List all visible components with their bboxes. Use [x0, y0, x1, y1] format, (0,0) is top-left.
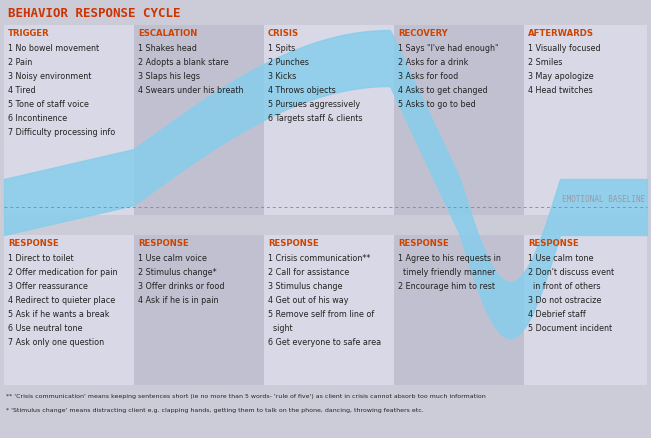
Text: 3 Kicks: 3 Kicks	[268, 72, 296, 81]
Text: 5 Remove self from line of: 5 Remove self from line of	[268, 310, 374, 319]
Text: 3 Offer drinks or food: 3 Offer drinks or food	[138, 282, 225, 291]
Text: 2 Adopts a blank stare: 2 Adopts a blank stare	[138, 58, 229, 67]
Text: 4 Asks to get changed: 4 Asks to get changed	[398, 86, 488, 95]
Text: 3 May apologize: 3 May apologize	[528, 72, 594, 81]
Text: RESPONSE: RESPONSE	[528, 239, 579, 248]
Text: 3 Do not ostracize: 3 Do not ostracize	[528, 296, 602, 305]
Bar	[524, 235, 647, 385]
Text: BEHAVIOR RESPONSE CYCLE: BEHAVIOR RESPONSE CYCLE	[8, 7, 180, 20]
Text: 1 Spits: 1 Spits	[268, 44, 296, 53]
Text: 2 Offer medication for pain: 2 Offer medication for pain	[8, 268, 117, 277]
Text: RESPONSE: RESPONSE	[8, 239, 59, 248]
Text: 5 Document incident: 5 Document incident	[528, 324, 612, 333]
Bar	[264, 25, 394, 215]
Bar	[264, 235, 394, 385]
Text: AFTERWARDS: AFTERWARDS	[528, 29, 594, 38]
Text: RESPONSE: RESPONSE	[138, 239, 189, 248]
Text: 1 Direct to toilet: 1 Direct to toilet	[8, 254, 74, 263]
Text: ESCALATION: ESCALATION	[138, 29, 197, 38]
Text: RESPONSE: RESPONSE	[268, 239, 319, 248]
Text: 2 Pain: 2 Pain	[8, 58, 33, 67]
Text: 2 Call for assistance: 2 Call for assistance	[268, 268, 349, 277]
Bar	[134, 235, 264, 385]
Text: RESPONSE: RESPONSE	[398, 239, 449, 248]
Text: sight: sight	[268, 324, 293, 333]
Text: 4 Ask if he is in pain: 4 Ask if he is in pain	[138, 296, 219, 305]
Text: 1 Shakes head: 1 Shakes head	[138, 44, 197, 53]
Text: TRIGGER: TRIGGER	[8, 29, 49, 38]
Bar	[524, 25, 647, 215]
Text: 7 Ask only one question: 7 Ask only one question	[8, 338, 104, 347]
Text: 5 Pursues aggressively: 5 Pursues aggressively	[268, 100, 360, 109]
Text: 3 Slaps his legs: 3 Slaps his legs	[138, 72, 200, 81]
Text: 1 Says "I've had enough": 1 Says "I've had enough"	[398, 44, 499, 53]
Bar	[394, 25, 524, 215]
Text: 4 Redirect to quieter place: 4 Redirect to quieter place	[8, 296, 115, 305]
Bar	[4, 235, 134, 385]
Text: 5 Tone of staff voice: 5 Tone of staff voice	[8, 100, 89, 109]
Text: 1 Crisis communication**: 1 Crisis communication**	[268, 254, 370, 263]
Text: 1 Visually focused: 1 Visually focused	[528, 44, 601, 53]
Text: 1 Use calm voice: 1 Use calm voice	[138, 254, 207, 263]
Text: 4 Get out of his way: 4 Get out of his way	[268, 296, 348, 305]
Text: in front of others: in front of others	[528, 282, 600, 291]
Text: 2 Encourage him to rest: 2 Encourage him to rest	[398, 282, 495, 291]
Text: timely friendly manner: timely friendly manner	[398, 268, 495, 277]
Text: 3 Offer reassurance: 3 Offer reassurance	[8, 282, 88, 291]
Text: 2 Asks for a drink: 2 Asks for a drink	[398, 58, 468, 67]
Text: 2 Smiles: 2 Smiles	[528, 58, 562, 67]
Text: 2 Stimulus change*: 2 Stimulus change*	[138, 268, 217, 277]
Text: EMOTIONAL BASELINE: EMOTIONAL BASELINE	[562, 195, 645, 204]
Bar	[134, 25, 264, 215]
Text: * 'Stimulus change' means distracting client e.g. clapping hands, getting them t: * 'Stimulus change' means distracting cl…	[6, 408, 424, 413]
Text: 1 Use calm tone: 1 Use calm tone	[528, 254, 594, 263]
Text: CRISIS: CRISIS	[268, 29, 299, 38]
Text: RECOVERY: RECOVERY	[398, 29, 448, 38]
Text: 1 Agree to his requests in: 1 Agree to his requests in	[398, 254, 501, 263]
Text: 4 Tired: 4 Tired	[8, 86, 36, 95]
Text: 5 Asks to go to bed: 5 Asks to go to bed	[398, 100, 476, 109]
Bar	[394, 235, 524, 385]
Text: 2 Punches: 2 Punches	[268, 58, 309, 67]
Text: 6 Get everyone to safe area: 6 Get everyone to safe area	[268, 338, 381, 347]
Text: 7 Difficulty processing info: 7 Difficulty processing info	[8, 128, 115, 137]
Text: 4 Throws objects: 4 Throws objects	[268, 86, 336, 95]
Text: 4 Swears under his breath: 4 Swears under his breath	[138, 86, 243, 95]
Text: 6 Incontinence: 6 Incontinence	[8, 114, 67, 123]
Text: 4 Head twitches: 4 Head twitches	[528, 86, 592, 95]
Text: 4 Debrief staff: 4 Debrief staff	[528, 310, 586, 319]
Text: 5 Ask if he wants a break: 5 Ask if he wants a break	[8, 310, 109, 319]
Text: 6 Use neutral tone: 6 Use neutral tone	[8, 324, 83, 333]
Text: 3 Stimulus change: 3 Stimulus change	[268, 282, 342, 291]
Text: 3 Asks for food: 3 Asks for food	[398, 72, 458, 81]
Text: ** 'Crisis communication' means keeping sentences short (ie no more than 5 words: ** 'Crisis communication' means keeping …	[6, 394, 486, 399]
Text: 1 No bowel movement: 1 No bowel movement	[8, 44, 99, 53]
Text: 3 Noisy environment: 3 Noisy environment	[8, 72, 91, 81]
Text: 2 Don't discuss event: 2 Don't discuss event	[528, 268, 614, 277]
Text: 6 Targets staff & clients: 6 Targets staff & clients	[268, 114, 363, 123]
Bar	[4, 25, 134, 215]
